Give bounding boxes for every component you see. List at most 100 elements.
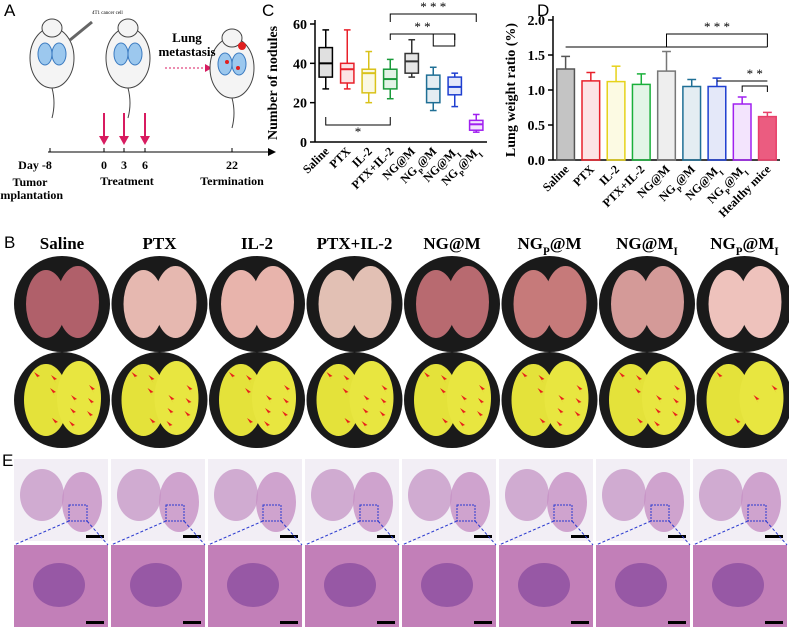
scale-bar	[765, 535, 783, 538]
nodule-arrow	[753, 395, 760, 403]
nodule-arrow	[167, 408, 174, 416]
scale-bar	[474, 621, 492, 624]
scale-bar	[280, 535, 298, 538]
tissue	[505, 469, 549, 521]
significance-bracket	[432, 34, 456, 47]
group-label: Saline	[40, 234, 85, 253]
label-part: NG@M	[616, 234, 673, 253]
scale-bar	[668, 621, 686, 624]
nodule-arrow	[69, 421, 75, 429]
significance-label: *	[355, 124, 362, 139]
box	[361, 68, 377, 94]
label-part: NG	[517, 234, 543, 253]
y-axis-label: Number of nodules	[266, 25, 281, 140]
significance-bracket	[389, 33, 456, 40]
nodule-arrow	[283, 398, 289, 406]
nodule-arrow	[654, 421, 660, 429]
lung-lobe	[414, 364, 458, 436]
group-label: PTX	[143, 234, 178, 253]
tissue	[408, 469, 452, 521]
scale-bar	[183, 535, 201, 538]
lung-lobe	[252, 266, 294, 338]
zoom-line	[183, 520, 206, 546]
nodule-arrow	[557, 408, 564, 416]
nodule-arrow	[672, 411, 678, 419]
scale-bar	[474, 535, 492, 538]
panel-label: C	[262, 1, 274, 20]
bar	[682, 85, 702, 161]
box	[339, 62, 355, 84]
mice-illustration	[29, 18, 276, 156]
scale-bar	[86, 535, 104, 538]
zoom-line	[474, 520, 497, 546]
zoom-box	[262, 504, 282, 522]
y-tick-label: 1.5	[528, 49, 546, 64]
nodule-arrow	[71, 395, 77, 403]
lung-lobe	[24, 364, 68, 436]
nodule-arrow	[88, 398, 94, 406]
tissue	[117, 469, 161, 521]
zoom-line	[280, 520, 303, 546]
scale-bar	[377, 535, 395, 538]
zoom-box	[650, 504, 670, 522]
nodule-arrow	[558, 395, 565, 403]
y-tick-label: 1.0	[528, 84, 546, 99]
lung-lobe	[511, 364, 556, 436]
nodule-arrow	[148, 375, 155, 383]
zoom-box	[165, 504, 185, 522]
nodule-arrow	[576, 385, 583, 393]
subscript: P	[457, 168, 467, 178]
nodule-arrow	[674, 385, 680, 393]
stage-label: Tumor	[13, 175, 49, 189]
scale-bar	[668, 535, 686, 538]
lung-lobe	[349, 266, 392, 338]
subscript: I	[774, 246, 778, 258]
significance-label: * * *	[420, 0, 446, 14]
cell-label: 4T1 cancer cell	[92, 11, 123, 16]
nodule-arrow	[539, 418, 546, 426]
day-label: 3	[121, 158, 127, 172]
significance-bracket	[325, 117, 391, 126]
label-part: @M	[454, 146, 480, 172]
nodule-arrow	[168, 395, 175, 403]
nodule-arrow	[716, 372, 723, 380]
nodule-arrow	[538, 375, 545, 383]
subscript: I	[717, 168, 726, 177]
significance-label: * * *	[704, 19, 730, 34]
y-tick-label: 0.0	[528, 154, 546, 169]
zoom-line	[668, 520, 691, 546]
lung-lobe	[121, 364, 166, 436]
lung-lobe	[739, 361, 784, 435]
subscript: P	[736, 246, 743, 258]
lung-lobe	[447, 361, 491, 435]
nodule-arrow	[34, 372, 40, 380]
lung-lobe	[318, 270, 359, 338]
lung-lobe	[739, 266, 782, 338]
label-part: PTX	[570, 162, 597, 189]
bar	[707, 85, 727, 161]
zoom-box	[68, 504, 88, 522]
lung-lobe	[544, 361, 589, 435]
nodule-arrow	[363, 395, 370, 403]
significance-label: * *	[414, 19, 430, 34]
panel-label: E	[2, 451, 13, 470]
lung-lobe	[252, 361, 296, 435]
subscript: P	[416, 166, 426, 176]
zoom-line	[377, 520, 400, 546]
subscript: I	[742, 168, 751, 177]
zoom-line	[207, 520, 264, 546]
subscript: I	[476, 150, 485, 159]
nodule-arrow	[656, 395, 662, 403]
label-part: PTX	[143, 234, 178, 253]
group-label: NGP@M	[517, 234, 581, 258]
zoom-box	[359, 504, 379, 522]
nodule-arrow	[229, 372, 235, 380]
subscript: I	[674, 246, 678, 258]
lung-lobe	[154, 266, 197, 338]
tissue	[324, 563, 376, 607]
nodule-arrow	[673, 398, 679, 406]
scale-bar	[377, 621, 395, 624]
nodule-arrow	[264, 421, 270, 429]
nodule-arrow	[344, 418, 351, 426]
nodule-arrow	[537, 388, 544, 396]
